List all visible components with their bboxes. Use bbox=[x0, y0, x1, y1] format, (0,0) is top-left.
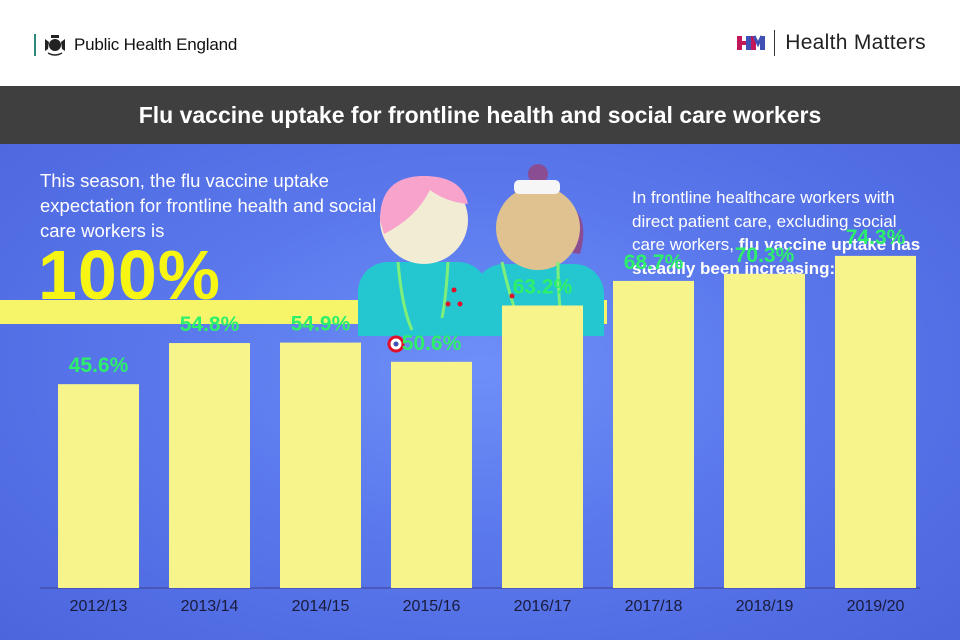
bar-2019-20 bbox=[835, 255, 916, 588]
bar-2016-17 bbox=[502, 305, 583, 588]
x-tick-label: 2013/14 bbox=[181, 598, 239, 615]
target-percentage: 100% bbox=[38, 236, 222, 314]
side-note-emphasis: flu vaccine uptake has steadily been inc… bbox=[632, 235, 921, 278]
value-label: 74.3% bbox=[846, 226, 906, 249]
uptake-bar-chart: 45.6% 2012/13 54.8% 2013/14 54.9% 2014/15 50.6… bbox=[40, 226, 920, 615]
side-note: In frontline healthcare workers with dir… bbox=[632, 186, 932, 280]
x-tick-label: 2014/15 bbox=[292, 598, 350, 615]
x-tick-label: 2017/18 bbox=[625, 598, 683, 615]
bar-2014-15 bbox=[280, 342, 361, 588]
value-label: 50.6% bbox=[402, 332, 462, 355]
value-label: 54.9% bbox=[291, 313, 351, 336]
phe-branding: Public Health England bbox=[34, 32, 237, 58]
worker-left-figure bbox=[358, 176, 488, 336]
page-title: Flu vaccine uptake for frontline health … bbox=[138, 102, 822, 128]
org-name: Public Health England bbox=[74, 35, 238, 54]
value-label: 68.7% bbox=[624, 251, 684, 274]
title-bar: Flu vaccine uptake for frontline health … bbox=[0, 86, 960, 144]
health-matters-logo-icon bbox=[737, 35, 766, 50]
side-note-text: In frontline healthcare workers with dir… bbox=[632, 188, 897, 254]
bar-2012-13 bbox=[58, 384, 139, 588]
bar-2015-16 bbox=[391, 361, 472, 588]
health-matters-branding: Health Matters bbox=[736, 30, 926, 56]
royal-crest-icon bbox=[45, 35, 65, 56]
x-tick-label: 2019/20 bbox=[847, 598, 905, 615]
intro-text: This season, the flu vaccine uptake expe… bbox=[40, 170, 377, 241]
healthcare-workers-illustration bbox=[358, 164, 604, 353]
brand-divider bbox=[774, 30, 776, 56]
bar-2017-18 bbox=[613, 280, 694, 588]
bar-2013-14 bbox=[169, 343, 250, 588]
value-label: 45.6% bbox=[69, 354, 129, 377]
x-tick-label: 2016/17 bbox=[514, 598, 572, 615]
top-bar: Public Health England Health Matters bbox=[0, 0, 960, 86]
x-tick-label: 2015/16 bbox=[403, 598, 461, 615]
bar-2018-19 bbox=[724, 273, 805, 588]
value-label: 54.8% bbox=[180, 313, 240, 336]
value-label: 70.3% bbox=[735, 244, 795, 267]
brand-name: Health Matters bbox=[785, 31, 926, 54]
phe-divider bbox=[34, 34, 36, 56]
value-label: 63.2% bbox=[513, 275, 573, 298]
x-tick-label: 2018/19 bbox=[736, 598, 794, 615]
x-tick-label: 2012/13 bbox=[70, 598, 128, 615]
infographic-panel: This season, the flu vaccine uptake expe… bbox=[0, 144, 960, 640]
